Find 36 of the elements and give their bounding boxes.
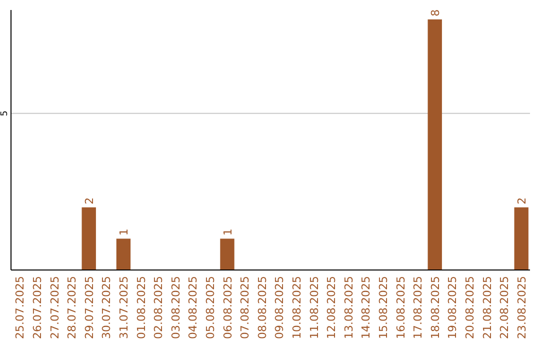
x-tick-label: 16.08.2025: [394, 276, 408, 339]
x-tick-label: 05.08.2025: [204, 276, 217, 339]
x-tick-label: 31.07.2025: [117, 276, 130, 339]
x-tick-label: 22.08.2025: [498, 276, 512, 339]
x-tick-label: 23.08.2025: [515, 276, 528, 339]
x-tick-label: 03.08.2025: [169, 276, 182, 339]
y-tick-label: 5: [0, 110, 10, 116]
x-tick-label: 11.08.2025: [308, 276, 321, 339]
x-tick-label: 27.07.2025: [48, 276, 62, 339]
x-tick-label: 20.08.2025: [463, 276, 476, 339]
x-tick-label: 28.07.2025: [66, 276, 79, 339]
x-tick-label: 12.08.2025: [325, 276, 338, 339]
x-tick-label: 21.08.2025: [480, 276, 494, 339]
x-tick-label: 26.07.2025: [30, 276, 44, 339]
data-label: 1: [117, 228, 130, 236]
x-tick-label: 02.08.2025: [152, 276, 166, 339]
data-label: 8: [428, 9, 442, 16]
data-label: 2: [82, 197, 96, 204]
x-tick-label: 25.07.2025: [14, 276, 27, 339]
x-tick-label: 08.08.2025: [256, 276, 269, 339]
x-tick-label: 15.08.2025: [376, 276, 390, 339]
data-label: 1: [221, 228, 234, 236]
x-tick-label: 13.08.2025: [342, 276, 356, 339]
x-tick-label: 06.08.2025: [221, 276, 234, 339]
x-tick-label: 18.08.2025: [428, 276, 442, 339]
data-label: 2: [515, 197, 528, 204]
x-tick-label: 29.07.2025: [82, 276, 96, 339]
x-tick-label: 07.08.2025: [238, 276, 252, 339]
x-tick-label: 10.08.2025: [290, 276, 304, 339]
x-tick-label: 04.08.2025: [186, 276, 200, 339]
x-tick-label: 30.07.2025: [100, 276, 114, 339]
x-tick-label: 14.08.2025: [360, 276, 373, 339]
x-tick-label: 17.08.2025: [412, 276, 425, 339]
x-tick-label: 01.08.2025: [134, 276, 148, 339]
x-tick-label: 09.08.2025: [273, 276, 286, 339]
x-tick-label: 19.08.2025: [446, 276, 460, 339]
